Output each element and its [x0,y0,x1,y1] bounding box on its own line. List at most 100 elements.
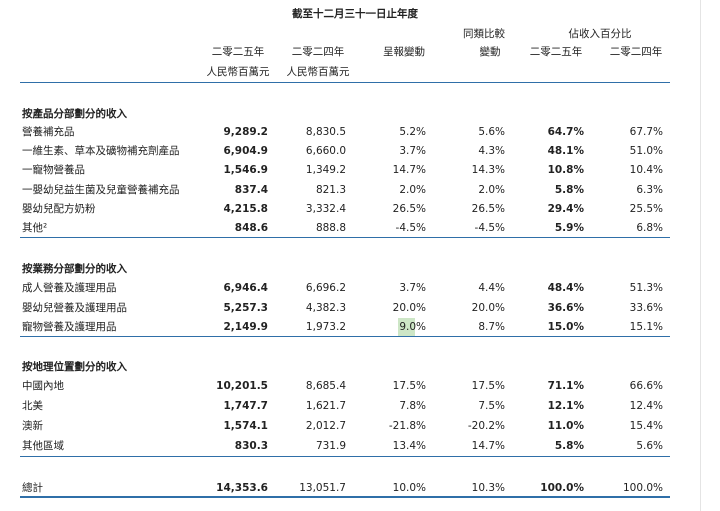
row-cell: -4.5% [395,222,426,234]
column-group-header: 同類比較 [463,28,505,40]
rule [20,237,670,238]
column-header: 二零二五年 [529,46,583,58]
row-label: 寵物營養及護理用品 [22,321,117,333]
row-cell: 8,830.5 [305,126,346,138]
row-cell: 51.0% [629,145,663,158]
row-cell: 11.0% [547,420,584,432]
total-cell: 100.0% [622,482,663,494]
row-cell: 14.3% [471,164,505,177]
row-cell: 12.1% [547,400,584,412]
row-cell: 12.4% [629,400,663,412]
column-header: 呈報變動 [383,46,425,58]
row-cell: 1,747.7 [223,400,268,412]
section-title: 按業務分部劃分的收入 [22,263,127,275]
total-cell: 14,353.6 [216,482,268,494]
row-cell: 1,621.7 [305,400,346,412]
row-cell: 8.7% [478,321,505,333]
row-cell: 3,332.4 [305,202,346,215]
row-cell: 5.8% [554,183,584,196]
row-cell: 4.3% [478,145,505,158]
row-cell: 5.6% [636,440,663,452]
row-cell: 7.8% [399,400,426,412]
row-cell: 17.5% [392,380,426,392]
row-label: 其他區域 [22,440,64,452]
row-cell: 29.4% [547,202,584,215]
row-cell: 15.0% [547,321,584,333]
row-cell: 6.8% [636,222,663,234]
row-cell: 837.4 [234,183,268,196]
row-cell: 821.3 [315,183,346,196]
row-label: 成人營養及護理用品 [22,282,117,294]
row-cell: 17.5% [471,380,505,392]
period-header: 截至十二月三十一日止年度 [292,8,418,20]
row-cell: 9.0% [399,321,426,333]
row-cell: 4,215.8 [223,202,268,215]
row-label: 一寵物營養品 [22,164,85,177]
total-label: 總計 [22,482,43,494]
row-cell: 48.4% [547,282,584,294]
rule [20,456,670,457]
row-cell: 15.4% [629,420,663,432]
section-title: 按產品分部劃分的收入 [22,108,127,120]
row-cell: 33.6% [629,301,663,314]
row-cell: 5,257.3 [223,301,268,314]
row-cell: 25.5% [629,202,663,215]
row-cell: 26.5% [471,202,505,215]
row-cell: 2,012.7 [305,420,346,432]
column-header: 二零二四年 [609,46,663,58]
total-cell: 10.0% [392,482,426,494]
row-cell: 64.7% [547,126,584,138]
row-cell: 36.6% [547,301,584,314]
row-label: 一嬰幼兒益生菌及兒童營養補充品 [22,183,180,196]
row-cell: 6,904.9 [223,145,268,158]
row-cell: 8,685.4 [305,380,346,392]
row-cell: 1,973.2 [305,321,346,333]
row-cell: 4,382.3 [305,301,346,314]
row-cell: 10.8% [547,164,584,177]
row-cell: 51.3% [629,282,663,294]
row-cell: 848.6 [234,222,268,234]
row-cell: 3.7% [399,282,426,294]
row-cell: 67.7% [629,126,663,138]
row-cell: 26.5% [392,202,426,215]
row-cell: 66.6% [629,380,663,392]
row-cell: 7.5% [478,400,505,412]
row-cell: 6,660.0 [305,145,346,158]
row-label: 北美 [22,400,43,412]
row-cell: 71.1% [547,380,584,392]
row-cell: 15.1% [629,321,663,333]
row-cell: 20.0% [471,301,505,314]
row-cell: -4.5% [474,222,505,234]
rule [20,336,670,337]
rule [20,496,670,498]
total-cell: 100.0% [540,482,584,494]
row-cell: 5.8% [554,440,584,452]
unit-header: 人民幣百萬元 [286,66,350,78]
row-cell: 6,696.2 [305,282,346,294]
row-label: 嬰幼兒配方奶粉 [22,202,96,215]
row-cell: 888.8 [315,222,346,234]
row-cell: 3.7% [399,145,426,158]
row-label: 澳新 [22,420,43,432]
row-cell: 6,946.4 [223,282,268,294]
row-label: 其他² [22,222,48,234]
row-cell: 48.1% [547,145,584,158]
row-cell: 10,201.5 [216,380,268,392]
row-cell: 9,289.2 [223,126,268,138]
row-label: 一維生素、草本及礦物補充劑產品 [22,145,180,158]
row-cell: 14.7% [392,164,426,177]
row-label: 營養補充品 [22,126,75,138]
row-cell: 5.9% [554,222,584,234]
row-label: 中國內地 [22,380,64,392]
row-cell: 20.0% [392,301,426,314]
row-cell: 5.6% [478,126,505,138]
total-cell: 13,051.7 [299,482,346,494]
row-cell: 4.4% [478,282,505,294]
row-cell: 13.4% [392,440,426,452]
row-cell: 830.3 [234,440,268,452]
section-title: 按地理位置劃分的收入 [22,361,127,373]
row-cell: 731.9 [315,440,346,452]
total-cell: 10.3% [471,482,505,494]
row-cell: 14.7% [471,440,505,452]
